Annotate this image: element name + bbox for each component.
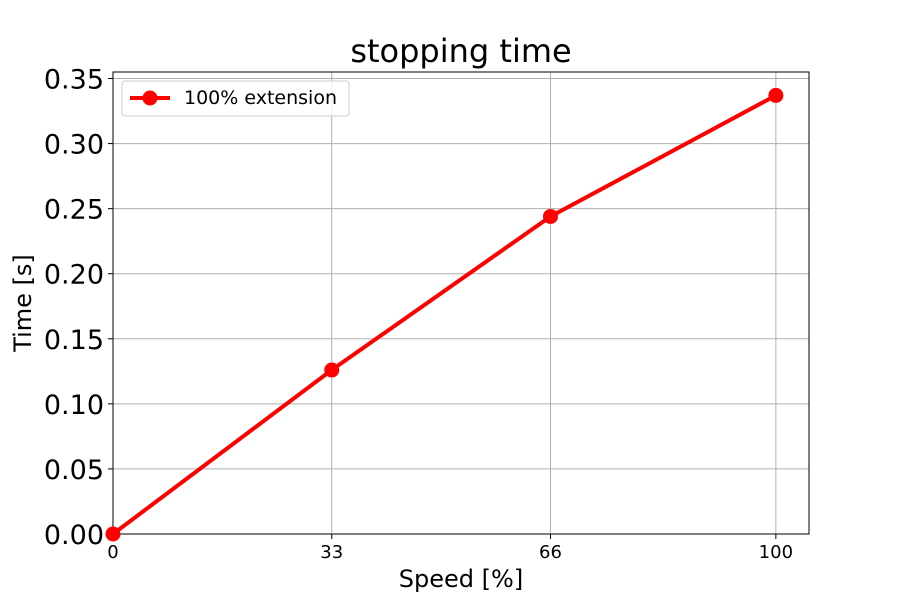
data-point [105,526,121,542]
plot-frame [112,71,810,535]
x-axis-ticks: 0 33 66 100 [107,534,793,563]
y-tick-label: 0.10 [44,390,104,421]
y-tick-label: 0.25 [44,195,104,226]
legend-marker-swatch [142,90,158,106]
x-axis-label: Speed [%] [399,565,523,593]
x-tick-label: 100 [759,542,793,563]
x-tick-label: 0 [107,542,118,563]
data-point [542,208,558,224]
legend: 100% extension [121,80,350,117]
chart-title: stopping time [350,32,571,70]
y-axis-ticks: 0.00 0.05 0.10 0.15 0.20 0.25 0.30 0.35 [44,65,113,551]
y-tick-label: 0.30 [44,130,104,161]
y-tick-label: 0.15 [44,325,104,356]
x-tick-label: 33 [320,542,343,563]
legend-box [121,80,350,117]
series-line [111,93,777,536]
legend-label: 100% extension [184,87,337,109]
grid-lines [112,72,809,535]
y-tick-label: 0.20 [44,260,104,291]
data-point [768,87,784,103]
data-point [324,362,340,378]
y-tick-label: 0.05 [44,455,104,486]
x-tick-label: 66 [539,542,562,563]
y-tick-label: 0.35 [44,65,104,96]
series-layer [105,87,784,542]
y-axis-label: Time [s] [9,254,37,353]
y-tick-label: 0.00 [44,520,104,551]
